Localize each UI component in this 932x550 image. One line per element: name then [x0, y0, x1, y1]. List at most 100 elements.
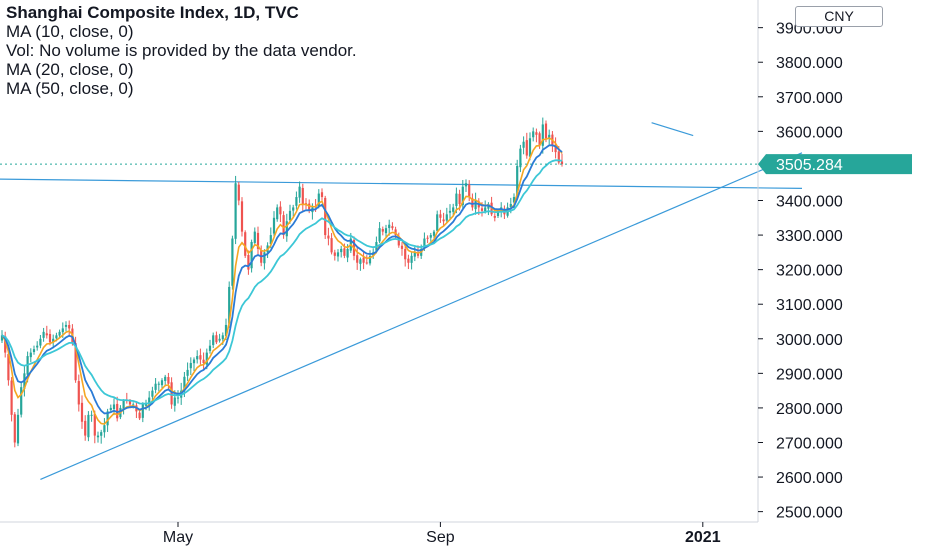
currency-button[interactable]: CNY	[795, 6, 883, 27]
trendline-short	[651, 122, 694, 137]
candle-down	[493, 215, 496, 218]
candle-down	[442, 219, 445, 222]
trendline-support	[40, 152, 803, 481]
candle-up	[388, 224, 391, 229]
x-axis-label: 2021	[685, 529, 721, 546]
candle-up	[103, 425, 106, 433]
candle-up	[55, 335, 58, 339]
candle-down	[397, 236, 400, 246]
candle-down	[391, 226, 394, 229]
candle-up	[464, 183, 468, 187]
candle-down	[80, 402, 84, 422]
legend-ma20: MA (20, close, 0)	[6, 60, 134, 79]
candle-up	[528, 138, 532, 157]
candle-down	[458, 193, 461, 204]
y-axis-label: 2800.000	[776, 401, 843, 418]
candle-up	[151, 390, 154, 397]
candle-up	[340, 248, 343, 253]
candle-down	[170, 382, 173, 405]
candle-up	[288, 210, 292, 221]
x-axis-label: Sep	[426, 529, 455, 546]
candle-up	[522, 141, 525, 148]
y-axis-label: 3200.000	[776, 263, 843, 280]
candle-up	[432, 231, 436, 236]
candle-up	[61, 328, 64, 333]
candle-down	[138, 412, 141, 419]
candle-up	[410, 255, 413, 263]
candle-up	[132, 404, 135, 406]
candle-down	[240, 201, 244, 232]
candle-up	[164, 376, 167, 381]
y-axis-label: 3800.000	[776, 55, 843, 72]
candle-up	[516, 165, 519, 197]
candle-up	[285, 221, 288, 237]
last-price-tag: 3505.284	[758, 154, 912, 175]
candle-up	[176, 397, 180, 399]
candle-up	[519, 148, 522, 168]
candle-up	[378, 228, 381, 242]
candle-up	[509, 203, 512, 208]
candle-up	[205, 352, 208, 365]
candle-down	[7, 354, 10, 381]
chart-legend: Shanghai Composite Index, 1D, TVC MA (10…	[6, 3, 357, 98]
candle-up	[32, 349, 36, 353]
y-axis-label: 3000.000	[776, 332, 843, 349]
candle-down	[343, 248, 346, 256]
candle-down	[77, 381, 80, 405]
candle-up	[144, 404, 148, 406]
candle-up	[317, 193, 320, 207]
candle-up	[224, 324, 228, 337]
candle-down	[324, 197, 327, 236]
candle-up	[231, 238, 234, 286]
candle-down	[439, 214, 442, 218]
y-axis-label: 3700.000	[776, 90, 843, 107]
candle-up	[384, 228, 388, 234]
candle-down	[244, 232, 247, 256]
candle-down	[202, 359, 205, 363]
candle-up	[106, 411, 109, 426]
candle-up	[292, 207, 295, 211]
candle-up	[186, 369, 189, 376]
candle-up	[218, 338, 221, 341]
candle-up	[141, 404, 144, 418]
candle-down	[327, 235, 330, 239]
candle-down	[4, 336, 7, 353]
candle-up	[160, 380, 164, 386]
candle-down	[308, 203, 311, 211]
candle-down	[471, 198, 474, 208]
candle-up	[346, 248, 349, 258]
candle-down	[333, 252, 336, 256]
last-price-tag-bg	[758, 154, 912, 175]
x-axis-label: May	[163, 529, 193, 546]
y-axis-label: 2700.000	[776, 435, 843, 452]
candle-up	[157, 383, 160, 385]
candle-up	[532, 131, 535, 138]
candle-up	[64, 324, 68, 327]
candle-down	[237, 184, 240, 201]
candle-up	[39, 338, 42, 346]
candle-up	[87, 414, 90, 438]
candle-up	[212, 335, 215, 346]
last-price-label: 3505.284	[776, 157, 843, 174]
candle-up	[36, 345, 39, 348]
candle-up	[221, 335, 224, 340]
candle-down	[525, 140, 528, 156]
candle-up	[173, 397, 176, 406]
candle-down	[45, 333, 48, 336]
candle-down	[247, 254, 250, 270]
candle-up	[298, 186, 301, 198]
candle-up	[250, 241, 253, 269]
candle-up	[452, 207, 455, 212]
candle-up	[29, 352, 32, 358]
candle-down	[560, 161, 564, 165]
candle-up	[20, 387, 23, 415]
candle-up	[413, 252, 416, 257]
chart-title: Shanghai Composite Index, 1D, TVC	[6, 3, 299, 22]
candle-down	[557, 151, 560, 163]
candle-up	[455, 193, 458, 207]
candle-down	[282, 215, 285, 236]
candle-down	[362, 257, 365, 263]
candle-up	[122, 401, 125, 410]
candle-down	[84, 420, 87, 436]
